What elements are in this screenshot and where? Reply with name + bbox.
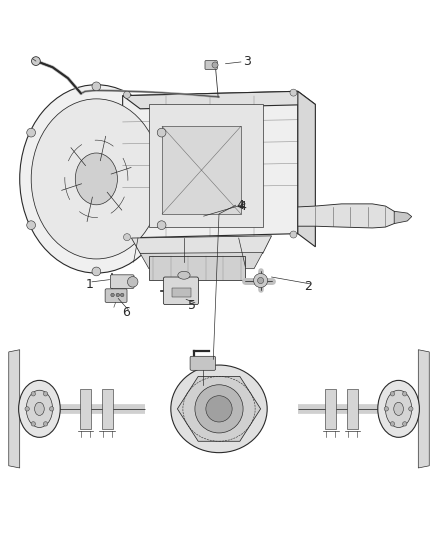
- Polygon shape: [394, 211, 412, 223]
- Circle shape: [258, 278, 264, 284]
- Circle shape: [290, 231, 297, 238]
- Circle shape: [206, 395, 232, 422]
- Circle shape: [127, 277, 138, 287]
- Circle shape: [27, 221, 35, 230]
- Ellipse shape: [178, 271, 190, 279]
- Bar: [172, 287, 191, 297]
- Text: 2: 2: [304, 280, 312, 293]
- Ellipse shape: [394, 402, 403, 415]
- Circle shape: [403, 392, 407, 396]
- Circle shape: [92, 82, 101, 91]
- Ellipse shape: [75, 153, 117, 205]
- Ellipse shape: [171, 365, 267, 453]
- Text: 1: 1: [85, 278, 93, 290]
- Circle shape: [120, 293, 124, 297]
- Text: 6: 6: [122, 305, 130, 319]
- Circle shape: [384, 407, 389, 411]
- Circle shape: [32, 56, 40, 66]
- Circle shape: [111, 293, 114, 297]
- FancyBboxPatch shape: [347, 389, 358, 429]
- FancyBboxPatch shape: [325, 389, 336, 429]
- Circle shape: [157, 128, 166, 137]
- Text: 5: 5: [188, 298, 196, 312]
- Circle shape: [403, 422, 407, 426]
- Polygon shape: [140, 253, 263, 269]
- Ellipse shape: [35, 402, 44, 415]
- Ellipse shape: [31, 99, 162, 259]
- Polygon shape: [123, 91, 298, 238]
- FancyBboxPatch shape: [163, 277, 198, 304]
- FancyBboxPatch shape: [110, 275, 134, 288]
- Circle shape: [157, 221, 166, 230]
- Circle shape: [409, 407, 413, 411]
- Ellipse shape: [18, 381, 60, 437]
- Text: 3: 3: [243, 55, 251, 68]
- Polygon shape: [177, 376, 261, 441]
- FancyBboxPatch shape: [149, 255, 245, 280]
- Circle shape: [43, 392, 48, 396]
- FancyBboxPatch shape: [80, 389, 91, 429]
- FancyBboxPatch shape: [205, 61, 217, 69]
- FancyBboxPatch shape: [105, 289, 127, 302]
- FancyBboxPatch shape: [190, 356, 215, 370]
- Text: 4: 4: [237, 199, 244, 212]
- Ellipse shape: [385, 390, 412, 427]
- Ellipse shape: [378, 381, 420, 437]
- Text: 4: 4: [239, 199, 247, 213]
- Circle shape: [290, 89, 297, 96]
- Polygon shape: [298, 91, 315, 247]
- Circle shape: [25, 407, 29, 411]
- Circle shape: [31, 392, 35, 396]
- Circle shape: [124, 233, 131, 241]
- Polygon shape: [131, 236, 272, 253]
- Circle shape: [390, 392, 395, 396]
- Circle shape: [92, 267, 101, 276]
- FancyBboxPatch shape: [149, 104, 263, 227]
- Circle shape: [195, 385, 243, 433]
- Ellipse shape: [20, 85, 173, 273]
- Ellipse shape: [26, 390, 53, 427]
- Circle shape: [124, 91, 131, 98]
- Circle shape: [254, 273, 268, 287]
- Circle shape: [49, 407, 54, 411]
- Polygon shape: [123, 91, 315, 109]
- FancyBboxPatch shape: [102, 389, 113, 429]
- Circle shape: [43, 422, 48, 426]
- Circle shape: [27, 128, 35, 137]
- Circle shape: [116, 293, 120, 297]
- Polygon shape: [9, 350, 20, 468]
- Polygon shape: [418, 350, 429, 468]
- Polygon shape: [298, 204, 399, 228]
- Circle shape: [212, 62, 218, 68]
- Circle shape: [390, 422, 395, 426]
- FancyBboxPatch shape: [162, 126, 241, 214]
- Circle shape: [31, 422, 35, 426]
